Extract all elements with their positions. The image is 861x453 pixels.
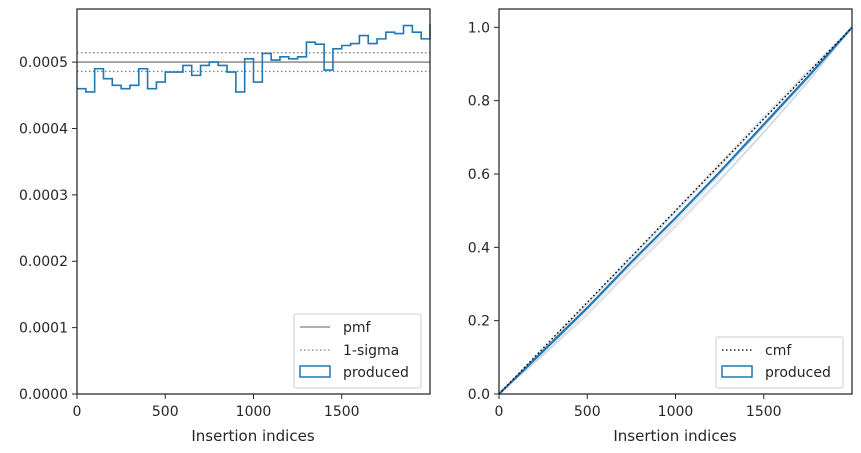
pmf-legend-label-pmf: pmf	[343, 320, 372, 336]
cmf-legend-box	[715, 336, 844, 389]
cmf-axes-frame	[498, 8, 853, 395]
cmf-sample-curve	[498, 27, 853, 395]
pmf-legend-label-produced: produced	[343, 365, 409, 381]
cmf-sample-curve	[498, 27, 853, 395]
cmf-ytick-label: 0.8	[468, 94, 490, 110]
cmf-sample-curve	[498, 27, 853, 395]
cmf-xtick-label: 500	[574, 404, 601, 420]
pmf-series-produced	[77, 23, 431, 93]
cmf-ytick-label: 0.0	[468, 387, 490, 403]
pmf-legend-swatch-produced	[299, 365, 331, 378]
cmf-series-cmf	[498, 26, 853, 395]
cmf-ytick-label: 1.0	[468, 20, 490, 36]
cmf-legend-label-produced: produced	[765, 365, 831, 381]
pmf-panel: 0 500 1000 1500 0.0000 0.0001 0.0002 0.0003 0.00…	[19, 8, 431, 445]
cmf-legend-label-cmf: cmf	[765, 343, 792, 359]
pmf-xtick-label: 0	[73, 404, 82, 420]
pmf-ytick-label: 0.0001	[19, 321, 68, 337]
cmf-xtick-label: 1000	[658, 404, 694, 420]
pmf-legend-label-1-sigma: 1-sigma	[343, 343, 399, 359]
pmf-ticks: 0 500 1000 1500 0.0000 0.0001 0.0002 0.0003 0.00…	[19, 55, 360, 420]
cmf-xtick-label: 0	[495, 404, 504, 420]
cmf-ticks: 0 500 1000 1500 0.0 0.2 0.4 0.6 0.8 1.0	[468, 20, 782, 420]
pmf-ytick-label: 0.0002	[19, 254, 68, 270]
pmf-plot-area	[77, 23, 431, 93]
cmf-ytick-label: 0.2	[468, 314, 490, 330]
cmf-ytick-label: 0.6	[468, 167, 490, 183]
cmf-panel: 0 500 1000 1500 0.0 0.2 0.4 0.6 0.8 1.0 Insertion…	[468, 8, 853, 445]
cmf-xtick-label: 1500	[746, 404, 782, 420]
cmf-legend: cmf produced	[715, 336, 844, 389]
pmf-ytick-label: 0.0004	[19, 121, 68, 137]
pmf-xtick-label: 1000	[236, 404, 272, 420]
cmf-plot-area	[498, 26, 853, 395]
pmf-legend-box	[293, 313, 422, 389]
cmf-ytick-label: 0.4	[468, 240, 490, 256]
cmf-series-produced	[498, 26, 853, 395]
pmf-xlabel: Insertion indices	[191, 427, 314, 445]
cmf-xlabel: Insertion indices	[613, 427, 736, 445]
pmf-xtick-label: 500	[152, 404, 179, 420]
pmf-ytick-label: 0.0003	[19, 188, 68, 204]
pmf-ytick-label: 0.0005	[19, 55, 68, 71]
pmf-legend: pmf 1-sigma produced	[293, 313, 422, 389]
cmf-legend-swatch-produced	[721, 365, 753, 378]
pmf-ytick-label: 0.0000	[19, 387, 68, 403]
pmf-xtick-label: 1500	[324, 404, 360, 420]
